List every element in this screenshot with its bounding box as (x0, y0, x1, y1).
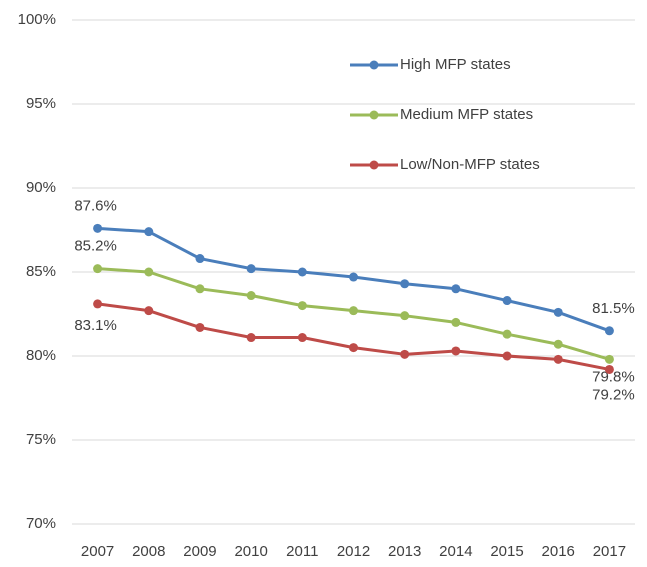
y-tick-label: 75% (26, 431, 56, 448)
data-point (451, 346, 461, 356)
y-tick-label: 70% (26, 515, 56, 532)
data-point (144, 306, 154, 316)
data-point (246, 333, 256, 343)
data-point (604, 326, 614, 336)
data-point (502, 296, 512, 306)
y-tick-label: 95% (26, 95, 56, 112)
data-point (195, 322, 205, 332)
data-point (144, 227, 154, 237)
x-tick-label: 2017 (593, 543, 626, 560)
data-point (349, 306, 358, 316)
data-point (195, 284, 205, 294)
x-tick-label: 2015 (490, 543, 523, 560)
data-point (349, 343, 358, 353)
x-tick-label: 2013 (388, 543, 421, 560)
x-tick-label: 2016 (542, 543, 575, 560)
data-point (93, 264, 103, 274)
x-tick-label: 2010 (234, 543, 267, 560)
legend-marker (369, 60, 379, 70)
data-point (195, 254, 205, 264)
data-point (297, 301, 307, 311)
data-point (553, 339, 563, 349)
data-point (604, 364, 614, 374)
data-label: 83.1% (74, 317, 117, 334)
data-label: 79.8% (592, 368, 635, 385)
x-tick-label: 2009 (183, 543, 216, 560)
data-label: 85.2% (74, 238, 117, 255)
y-tick-label: 85% (26, 263, 56, 280)
data-point (451, 284, 461, 294)
data-point (502, 329, 512, 339)
data-point (400, 349, 410, 359)
data-point (553, 307, 563, 317)
data-label: 87.6% (74, 197, 117, 214)
data-point (604, 354, 614, 364)
data-point (297, 267, 307, 277)
y-tick-label: 80% (26, 347, 56, 364)
legend-label: Medium MFP states (400, 106, 533, 123)
x-tick-label: 2012 (337, 543, 370, 560)
data-point (246, 264, 256, 274)
data-label: 81.5% (592, 300, 635, 317)
data-point (451, 317, 461, 327)
y-tick-label: 100% (18, 11, 56, 28)
legend-marker (369, 110, 379, 120)
data-point (93, 223, 103, 233)
x-tick-label: 2014 (439, 543, 472, 560)
data-point (349, 272, 358, 282)
data-point (297, 333, 307, 343)
x-tick-label: 2008 (132, 543, 165, 560)
x-tick-label: 2011 (286, 543, 318, 560)
data-point (400, 279, 410, 289)
data-point (553, 354, 563, 364)
y-tick-label: 90% (26, 179, 56, 196)
x-tick-label: 2007 (81, 543, 114, 560)
data-point (246, 291, 256, 301)
legend-label: Low/Non-MFP states (400, 156, 540, 173)
data-label: 79.2% (592, 386, 635, 403)
data-point (502, 351, 512, 361)
data-point (93, 299, 103, 309)
legend-marker (369, 160, 379, 170)
legend-label: High MFP states (400, 56, 511, 73)
data-point (400, 311, 410, 321)
data-point (144, 267, 154, 277)
